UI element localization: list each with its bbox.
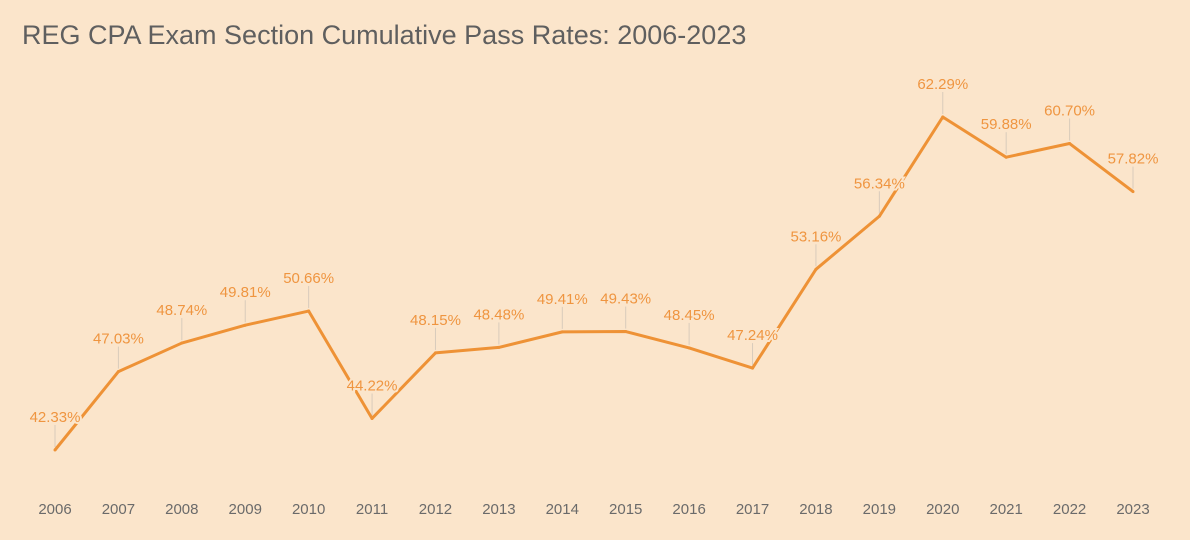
x-tick-label: 2011 [356,501,388,518]
x-tick-label: 2017 [736,501,769,518]
x-tick-label: 2016 [672,501,705,518]
data-label: 47.24% [727,327,778,344]
x-tick-label: 2021 [989,501,1022,518]
data-point [624,330,628,334]
data-label: 60.70% [1044,103,1095,120]
x-tick-label: 2012 [419,501,452,518]
data-point [751,366,755,370]
x-tick-label: 2022 [1053,501,1086,518]
data-label: 53.16% [791,228,842,245]
data-point [53,448,57,452]
x-tick-label: 2007 [102,501,135,518]
data-point [243,323,247,327]
x-tick-label: 2014 [546,501,579,518]
data-label: 47.03% [93,331,144,348]
x-tick-label: 2023 [1116,501,1149,518]
x-tick-label: 2006 [38,501,71,518]
data-point [877,214,881,218]
data-label: 50.66% [283,270,334,287]
data-label: 44.22% [347,377,398,394]
data-label: 48.48% [473,306,524,323]
x-tick-label: 2010 [292,501,325,518]
data-point [814,267,818,271]
data-point [433,351,437,355]
data-point [497,345,501,349]
data-label: 57.82% [1108,151,1159,168]
data-point [1131,190,1135,194]
data-label: 48.74% [156,302,207,319]
data-label: 59.88% [981,116,1032,133]
x-tick-label: 2008 [165,501,198,518]
data-label: 42.33% [30,409,81,426]
x-tick-label: 2009 [229,501,262,518]
data-point [1004,155,1008,159]
data-label: 48.15% [410,312,461,329]
x-tick-label: 2019 [863,501,896,518]
x-tick-label: 2015 [609,501,642,518]
data-point [307,309,311,313]
data-label: 62.29% [917,76,968,93]
data-label: 49.41% [537,291,588,308]
data-point [687,346,691,350]
data-point [1068,142,1072,146]
data-label: 56.34% [854,175,905,192]
x-tick-label: 2020 [926,501,959,518]
x-tick-label: 2018 [799,501,832,518]
data-label: 48.45% [664,307,715,324]
x-tick-label: 2013 [482,501,515,518]
data-point [116,370,120,374]
data-point [180,341,184,345]
data-point [560,330,564,334]
data-point [941,115,945,119]
data-label: 49.81% [220,284,271,301]
chart-title: REG CPA Exam Section Cumulative Pass Rat… [22,20,747,50]
series-line [53,115,1134,451]
data-label: 49.43% [600,291,651,308]
data-point [370,416,374,420]
